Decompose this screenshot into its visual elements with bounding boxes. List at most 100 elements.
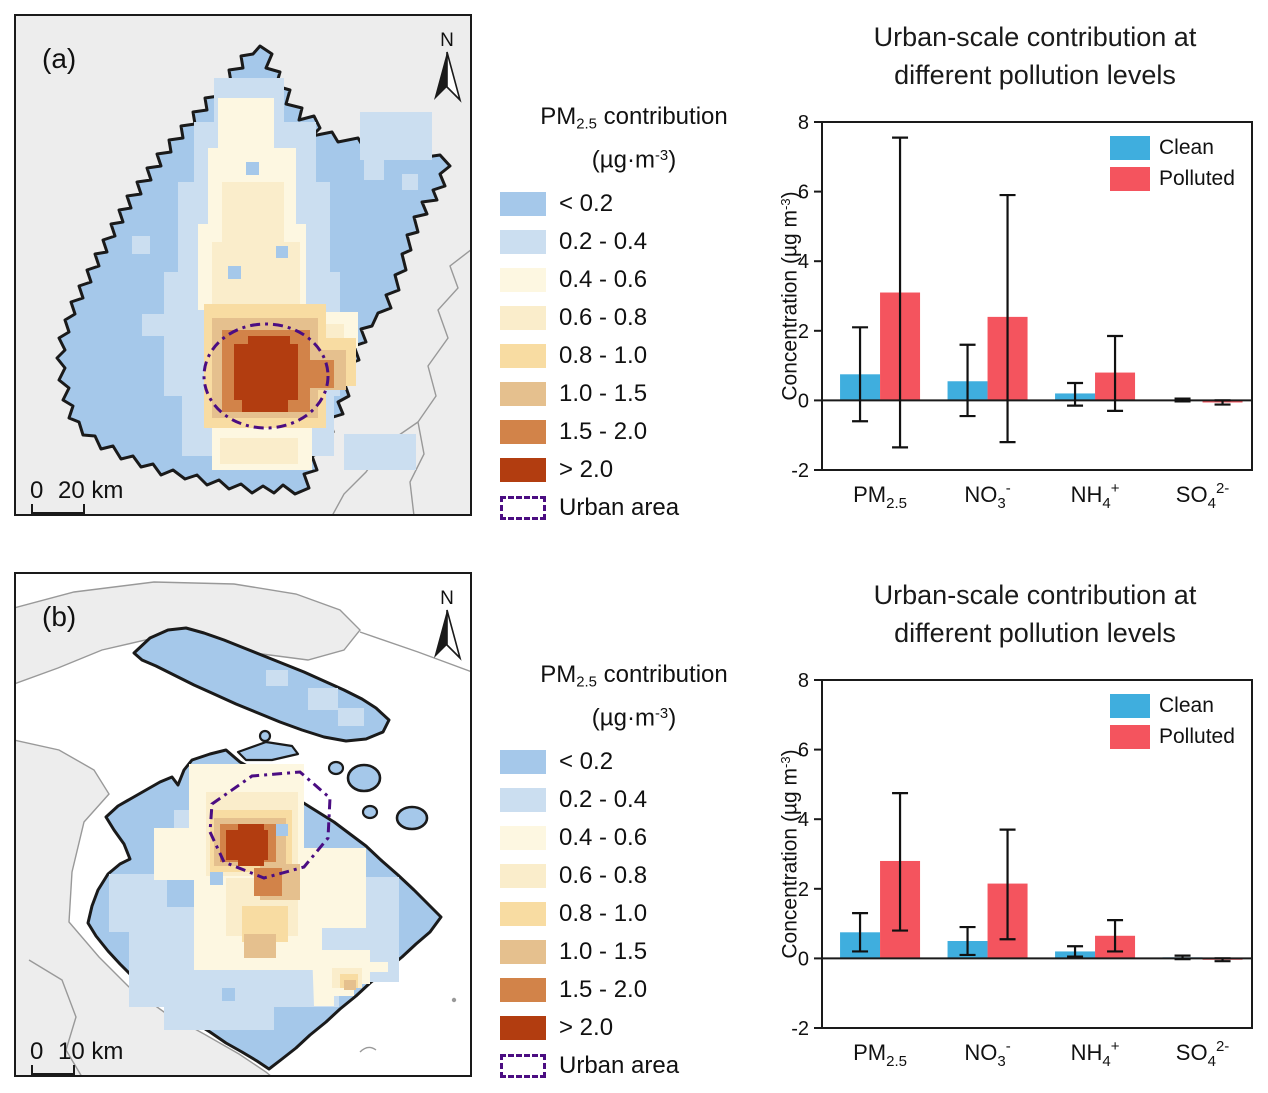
map-a-canvas: (a) N 0 20 km <box>14 14 472 516</box>
legend-swatch-3 <box>500 863 546 888</box>
x-category-label: SO42- <box>1176 1038 1229 1070</box>
legend-swatch-1 <box>500 787 546 812</box>
plot-area: 8 6 4 2 0 -2 PM2.5 NO3- NH4+ SO42- <box>791 112 1253 512</box>
legend-label: 0.8 - 1.0 <box>559 341 648 369</box>
legend-item-2: 0.4 - 0.6 <box>500 824 768 852</box>
legend-label: 0.2 - 0.4 <box>559 227 648 255</box>
y-tick-label: 8 <box>798 670 809 692</box>
urban-area-outline <box>208 770 332 880</box>
y-tick-label: 8 <box>798 112 809 134</box>
x-category-label: SO42- <box>1176 480 1229 512</box>
clean-swatch <box>1110 694 1150 718</box>
y-tick-label: 6 <box>798 740 809 762</box>
x-category-label: PM2.5 <box>853 1040 907 1070</box>
legend-label: > 2.0 <box>559 455 614 483</box>
legend-swatch-4 <box>500 343 546 368</box>
map-legend-title: PM2.5 contribution (µg·m-3) <box>540 661 728 732</box>
legend-swatch-5 <box>500 939 546 964</box>
legend-label: 0.4 - 0.6 <box>559 265 648 293</box>
map-b-canvas: (b) N 0 10 km <box>14 572 472 1077</box>
map-legend-title: PM2.5 contribution (µg·m-3) <box>540 103 728 174</box>
small-islands <box>236 729 429 831</box>
urban-area-swatch <box>500 495 546 520</box>
map-legend-items: < 0.2 0.2 - 0.4 0.4 - 0.6 0.6 - 0.8 0.8 - 1.… <box>500 190 768 484</box>
legend-label: Clean <box>1159 136 1214 159</box>
svg-text:0: 0 <box>30 1038 43 1065</box>
bar-chart-top: Urban-scale contribution at different po… <box>770 8 1268 528</box>
y-tick-label: 2 <box>798 321 809 343</box>
x-category-label: NH4+ <box>1071 480 1120 512</box>
legend-label: 0.8 - 1.0 <box>559 899 648 927</box>
y-tick-label: 2 <box>798 879 809 901</box>
panel-label: (b) <box>42 601 76 632</box>
x-category-label: PM2.5 <box>853 482 907 512</box>
svg-text:N: N <box>440 30 454 51</box>
chart-title: Urban-scale contribution at different po… <box>873 22 1197 90</box>
svg-text:N: N <box>440 588 454 609</box>
legend-label: 1.0 - 1.5 <box>559 937 648 965</box>
island-chongming <box>132 626 391 743</box>
legend-item-polluted: Polluted <box>1110 167 1235 191</box>
raster-layer <box>132 78 432 470</box>
x-category-label: NO3- <box>964 1038 1010 1070</box>
svg-text:10 km: 10 km <box>58 1038 123 1065</box>
chart-title: Urban-scale contribution at different po… <box>873 580 1197 648</box>
panel-label: (a) <box>42 43 76 74</box>
legend-item-1: 0.2 - 0.4 <box>500 786 768 814</box>
polluted-swatch <box>1110 725 1150 749</box>
y-tick-label: 4 <box>798 251 809 273</box>
legend-label: Polluted <box>1159 167 1235 190</box>
x-category-label: NO3- <box>964 480 1010 512</box>
svg-text:0: 0 <box>30 477 43 504</box>
legend-label: > 2.0 <box>559 1013 614 1041</box>
scale-bar: 0 20 km <box>30 477 123 514</box>
legend-item-2: 0.4 - 0.6 <box>500 266 768 294</box>
map-panel-b: (b) N 0 10 km <box>14 572 472 1077</box>
map-legend-a: PM2.5 contribution (µg·m-3) < 0.2 0.2 - 0… <box>500 101 768 532</box>
bar-chart-bottom: Urban-scale contribution at different po… <box>770 566 1268 1086</box>
legend-label: 0.2 - 0.4 <box>559 785 648 813</box>
urban-area-swatch <box>500 1053 546 1078</box>
north-arrow-icon: N <box>434 30 462 103</box>
legend-swatch-1 <box>500 229 546 254</box>
legend-item-urban-area: Urban area <box>500 1052 768 1080</box>
y-tick-label: 0 <box>798 948 809 970</box>
legend-label: 0.4 - 0.6 <box>559 823 648 851</box>
legend-item-7: > 2.0 <box>500 1014 768 1042</box>
legend-label: 1.5 - 2.0 <box>559 417 648 445</box>
svg-text:20 km: 20 km <box>58 477 123 504</box>
legend-swatch-4 <box>500 901 546 926</box>
legend-item-4: 0.8 - 1.0 <box>500 342 768 370</box>
clean-swatch <box>1110 136 1150 160</box>
map-panel-a: (a) N 0 20 km <box>14 14 472 516</box>
legend-label: Urban area <box>559 493 680 521</box>
legend-label: 1.0 - 1.5 <box>559 379 648 407</box>
legend-item-4: 0.8 - 1.0 <box>500 900 768 928</box>
legend-item-1: 0.2 - 0.4 <box>500 228 768 256</box>
legend-swatch-7 <box>500 457 546 482</box>
plot-frame <box>821 121 1253 471</box>
x-category-label: NH4+ <box>1071 1038 1120 1070</box>
legend-item-urban-area: Urban area <box>500 494 768 522</box>
legend-label: < 0.2 <box>559 189 614 217</box>
legend-label: Urban area <box>559 1051 680 1079</box>
legend-item-5: 1.0 - 1.5 <box>500 380 768 408</box>
y-tick-label: 0 <box>798 390 809 412</box>
legend-swatch-6 <box>500 977 546 1002</box>
legend-swatch-2 <box>500 267 546 292</box>
legend-item-5: 1.0 - 1.5 <box>500 938 768 966</box>
y-tick-label: -2 <box>791 460 809 482</box>
map-legend-b: PM2.5 contribution (µg·m-3) < 0.2 0.2 - 0… <box>500 659 768 1090</box>
legend-label: 1.5 - 2.0 <box>559 975 648 1003</box>
legend-item-0: < 0.2 <box>500 748 768 776</box>
legend-item-clean: Clean <box>1110 136 1235 160</box>
scale-bar: 0 10 km <box>30 1038 123 1075</box>
north-arrow-icon: N <box>434 588 462 661</box>
legend-label: 0.6 - 0.8 <box>559 303 648 331</box>
polluted-swatch <box>1110 167 1150 191</box>
legend-label: Polluted <box>1159 725 1235 748</box>
legend-swatch-3 <box>500 305 546 330</box>
legend-item-3: 0.6 - 0.8 <box>500 862 768 890</box>
y-tick-label: 6 <box>798 182 809 204</box>
chart-legend: Clean Polluted <box>1110 136 1235 198</box>
